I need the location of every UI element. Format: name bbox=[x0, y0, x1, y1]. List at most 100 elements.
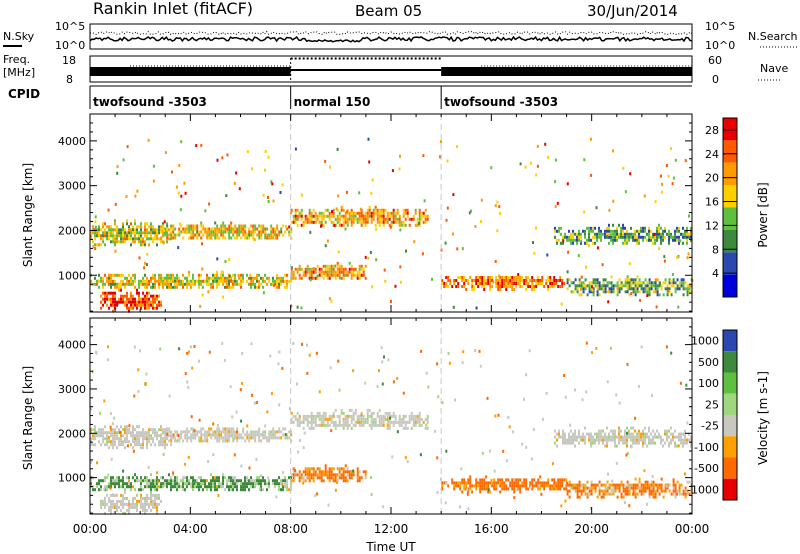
cell bbox=[248, 479, 250, 483]
cell bbox=[602, 278, 605, 282]
cell bbox=[628, 235, 630, 239]
sparse-cell bbox=[628, 262, 631, 266]
cell bbox=[598, 229, 600, 233]
cell bbox=[232, 439, 235, 443]
cell bbox=[477, 484, 480, 488]
cell bbox=[258, 427, 261, 431]
cell bbox=[568, 278, 571, 282]
cell bbox=[158, 237, 160, 241]
cell bbox=[330, 264, 333, 268]
cell bbox=[328, 217, 331, 221]
cell bbox=[592, 290, 595, 294]
cell bbox=[234, 479, 236, 483]
sparse-cell bbox=[198, 359, 201, 363]
sparse-cell bbox=[267, 195, 269, 199]
cell bbox=[441, 282, 444, 285]
cell bbox=[112, 234, 114, 238]
cell bbox=[368, 214, 371, 218]
sparse-cell bbox=[281, 183, 284, 187]
cell bbox=[96, 279, 98, 283]
cell bbox=[664, 287, 667, 291]
sparse-cell bbox=[309, 278, 312, 282]
cell bbox=[378, 208, 381, 212]
cell bbox=[170, 285, 172, 289]
cell bbox=[582, 483, 585, 487]
cell bbox=[557, 481, 560, 485]
velocity-cells bbox=[90, 341, 693, 515]
cell bbox=[660, 483, 663, 487]
cell bbox=[634, 489, 637, 493]
cell bbox=[124, 431, 126, 435]
cell bbox=[642, 429, 644, 433]
cell bbox=[104, 291, 106, 295]
sparse-cell bbox=[371, 178, 374, 182]
cell bbox=[188, 279, 190, 283]
cell bbox=[146, 297, 148, 301]
cell bbox=[144, 431, 146, 435]
cell bbox=[541, 481, 544, 485]
sparse-cell bbox=[446, 206, 449, 210]
sparse-cell bbox=[183, 181, 186, 185]
sparse-cell bbox=[228, 274, 231, 278]
cell bbox=[402, 223, 405, 227]
cell bbox=[616, 290, 619, 294]
time-tick-label-2: 08:00 bbox=[273, 522, 308, 536]
cell bbox=[198, 273, 200, 277]
cell bbox=[342, 467, 345, 471]
cell bbox=[590, 432, 592, 436]
cell bbox=[138, 237, 140, 241]
cell bbox=[338, 417, 341, 421]
cell bbox=[154, 234, 156, 238]
cell bbox=[424, 208, 427, 212]
freq-tick-top: 18 bbox=[62, 54, 76, 67]
cell bbox=[150, 502, 152, 506]
cell bbox=[150, 303, 152, 307]
cell bbox=[314, 417, 317, 421]
cell bbox=[626, 435, 628, 439]
cell bbox=[678, 229, 680, 233]
cell bbox=[242, 273, 244, 277]
cell bbox=[475, 487, 478, 491]
cell bbox=[318, 417, 321, 421]
cell bbox=[521, 481, 524, 485]
cell bbox=[547, 481, 550, 485]
cell bbox=[356, 220, 359, 224]
cell bbox=[570, 429, 572, 433]
cell bbox=[140, 225, 142, 229]
cell bbox=[232, 430, 235, 434]
cell bbox=[674, 281, 677, 285]
cell bbox=[370, 414, 373, 418]
sparse-cell bbox=[445, 449, 448, 453]
cell bbox=[244, 485, 246, 489]
cell bbox=[463, 279, 466, 282]
cell bbox=[475, 276, 478, 279]
cell bbox=[558, 226, 560, 230]
cell bbox=[238, 276, 240, 280]
cell bbox=[626, 486, 629, 490]
cell bbox=[192, 482, 194, 486]
cell bbox=[543, 285, 546, 288]
cell bbox=[272, 236, 275, 240]
cell bbox=[92, 428, 94, 432]
cell bbox=[342, 411, 345, 415]
cell bbox=[296, 267, 299, 271]
sparse-cell bbox=[277, 362, 280, 366]
cell bbox=[218, 227, 221, 231]
cell bbox=[164, 279, 166, 283]
cell bbox=[642, 281, 645, 285]
cell bbox=[366, 414, 369, 418]
cell bbox=[330, 220, 333, 224]
cell bbox=[134, 279, 136, 283]
cell bbox=[298, 276, 301, 280]
cell bbox=[210, 479, 212, 483]
cell bbox=[457, 282, 460, 285]
sparse-cell bbox=[334, 264, 337, 268]
cell bbox=[150, 488, 152, 492]
cell bbox=[204, 433, 207, 437]
cell bbox=[182, 273, 184, 277]
cell bbox=[110, 303, 112, 307]
cell bbox=[574, 438, 576, 442]
cell bbox=[256, 276, 258, 280]
cell bbox=[469, 484, 472, 488]
cell bbox=[240, 433, 243, 437]
